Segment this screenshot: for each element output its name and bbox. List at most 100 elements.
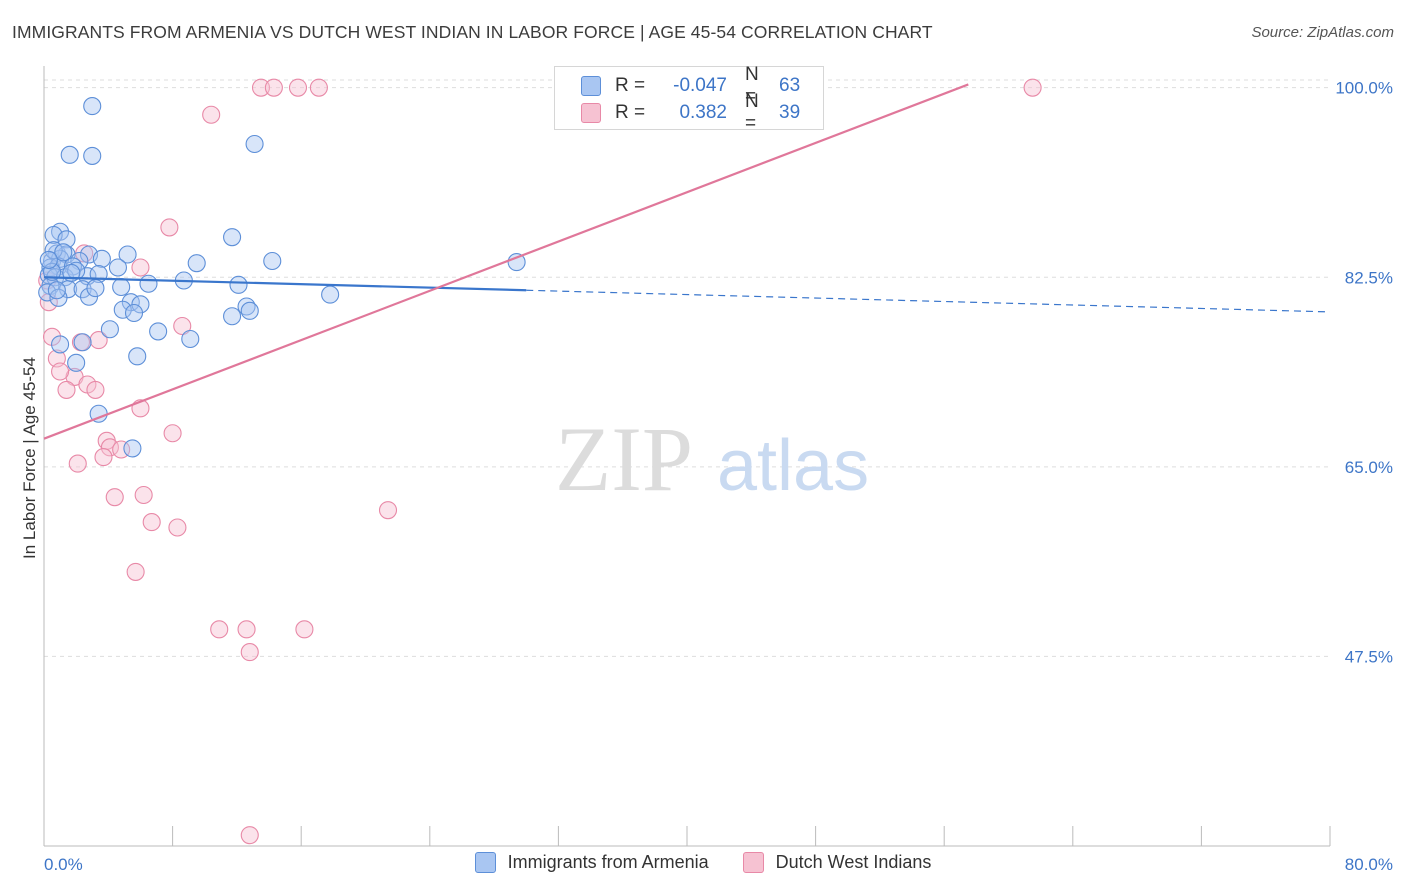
- legend-r-value-armenia: -0.047: [673, 75, 727, 96]
- point-pink-4: [1023, 78, 1042, 97]
- axes: [43, 66, 1331, 847]
- point-pink-6: [160, 218, 179, 237]
- point-blue-42: [124, 303, 144, 323]
- point-blue-46: [149, 322, 168, 341]
- point-blue-58: [39, 250, 58, 269]
- point-pink-2: [288, 78, 308, 97]
- legend-item-dutch[interactable]: Dutch West Indians: [742, 852, 932, 873]
- point-blue-1: [60, 145, 79, 164]
- point-blue-3: [245, 134, 264, 154]
- point-blue-38: [321, 285, 340, 304]
- point-pink-26: [105, 488, 124, 507]
- point-blue-41: [113, 300, 132, 319]
- point-blue-35: [49, 288, 68, 307]
- source-label: Source: ZipAtlas.com: [1251, 24, 1394, 41]
- point-blue-44: [240, 301, 259, 320]
- point-blue-55: [42, 262, 62, 281]
- point-pink-29: [168, 518, 187, 537]
- point-blue-11: [118, 245, 137, 264]
- point-pink-24: [94, 448, 113, 467]
- point-pink-33: [237, 620, 256, 639]
- point-pink-17: [57, 380, 76, 399]
- y-tick-label-2: 82.5%: [1345, 268, 1393, 287]
- watermark-zip: ZIP: [555, 408, 693, 510]
- point-blue-59: [86, 279, 105, 298]
- series-dutch-west-indians: [38, 78, 1042, 845]
- series-legend: Immigrants from Armenia Dutch West India…: [0, 852, 1406, 873]
- point-pink-35: [240, 643, 259, 662]
- x-tick-label-min: 0.0%: [44, 855, 83, 874]
- point-blue-62: [47, 281, 66, 300]
- series-immigrants-armenia: [38, 97, 526, 458]
- tick-labels: 47.5% 65.0% 82.5% 100.0% 0.0% 80.0%: [44, 79, 1393, 874]
- legend-row-dutch: R = 0.382 N = 39: [581, 91, 801, 134]
- grid-lines: [44, 79, 1330, 657]
- point-pink-30: [378, 501, 398, 520]
- legend-swatch-blue: [474, 852, 496, 873]
- point-pink-3: [309, 78, 328, 97]
- point-pink-5: [202, 105, 221, 124]
- point-pink-31: [126, 562, 145, 581]
- point-blue-45: [100, 320, 119, 339]
- legend-n-value-dutch: 39: [779, 102, 801, 123]
- y-axis-title: In Labor Force | Age 45-54: [20, 357, 39, 559]
- point-pink-36: [240, 826, 259, 845]
- point-pink-25: [68, 454, 87, 473]
- point-blue-7: [223, 228, 242, 247]
- trend-line-blue: [43, 276, 527, 292]
- trend-line-blue-extension: [526, 289, 1331, 313]
- y-tick-label-0: 47.5%: [1345, 647, 1393, 666]
- point-blue-29: [229, 275, 248, 294]
- point-pink-0: [251, 78, 271, 97]
- point-pink-20: [163, 424, 182, 443]
- point-pink-27: [134, 485, 153, 505]
- legend-r-label: R =: [615, 75, 646, 96]
- legend-row-armenia: R = -0.047 N = 63: [581, 64, 801, 107]
- correlation-legend: R = -0.047 N = 63 R = 0.382 N = 39: [554, 64, 824, 134]
- legend-swatch-pink: [581, 103, 601, 123]
- point-blue-53: [123, 439, 142, 458]
- y-tick-label-3: 100.0%: [1335, 79, 1393, 98]
- point-blue-43: [223, 307, 242, 326]
- point-blue-22: [108, 258, 127, 277]
- point-blue-16: [187, 254, 206, 273]
- point-blue-0: [83, 97, 102, 116]
- point-blue-50: [128, 347, 147, 366]
- trend-line-pink: [43, 83, 969, 440]
- point-pink-18: [86, 380, 105, 399]
- legend-swatch-pink: [742, 852, 764, 873]
- point-blue-17: [263, 251, 282, 271]
- point-blue-33: [112, 277, 131, 297]
- point-blue-49: [51, 335, 70, 354]
- point-blue-18: [507, 253, 526, 272]
- legend-n-label: N =: [745, 91, 759, 134]
- point-blue-56: [54, 243, 73, 262]
- point-blue-15: [92, 249, 111, 268]
- point-pink-28: [142, 513, 161, 532]
- legend-label-dutch: Dutch West Indians: [775, 852, 932, 872]
- chart-title: IMMIGRANTS FROM ARMENIA VS DUTCH WEST IN…: [12, 22, 933, 42]
- watermark-atlas: atlas: [717, 426, 869, 506]
- point-pink-38: [51, 362, 70, 381]
- point-pink-22: [100, 438, 119, 457]
- x-tick-label-max: 80.0%: [1345, 855, 1393, 874]
- point-pink-1: [264, 78, 283, 97]
- legend-swatch-blue: [581, 76, 601, 96]
- y-tick-label-1: 65.0%: [1345, 458, 1393, 477]
- legend-r-value-dutch: 0.382: [679, 102, 727, 123]
- legend-n-label: N =: [745, 64, 759, 107]
- point-pink-10: [173, 316, 192, 336]
- point-blue-51: [67, 353, 86, 372]
- point-pink-32: [210, 620, 229, 639]
- point-blue-32: [73, 280, 92, 299]
- legend-item-armenia[interactable]: Immigrants from Armenia: [474, 852, 709, 873]
- point-pink-13: [89, 331, 108, 350]
- point-pink-7: [131, 258, 150, 277]
- point-blue-48: [73, 333, 92, 352]
- trend-lines: [43, 83, 1331, 440]
- point-blue-60: [139, 274, 158, 293]
- point-pink-34: [295, 620, 314, 639]
- point-blue-47: [181, 329, 200, 349]
- legend-n-value-armenia: 63: [779, 75, 801, 96]
